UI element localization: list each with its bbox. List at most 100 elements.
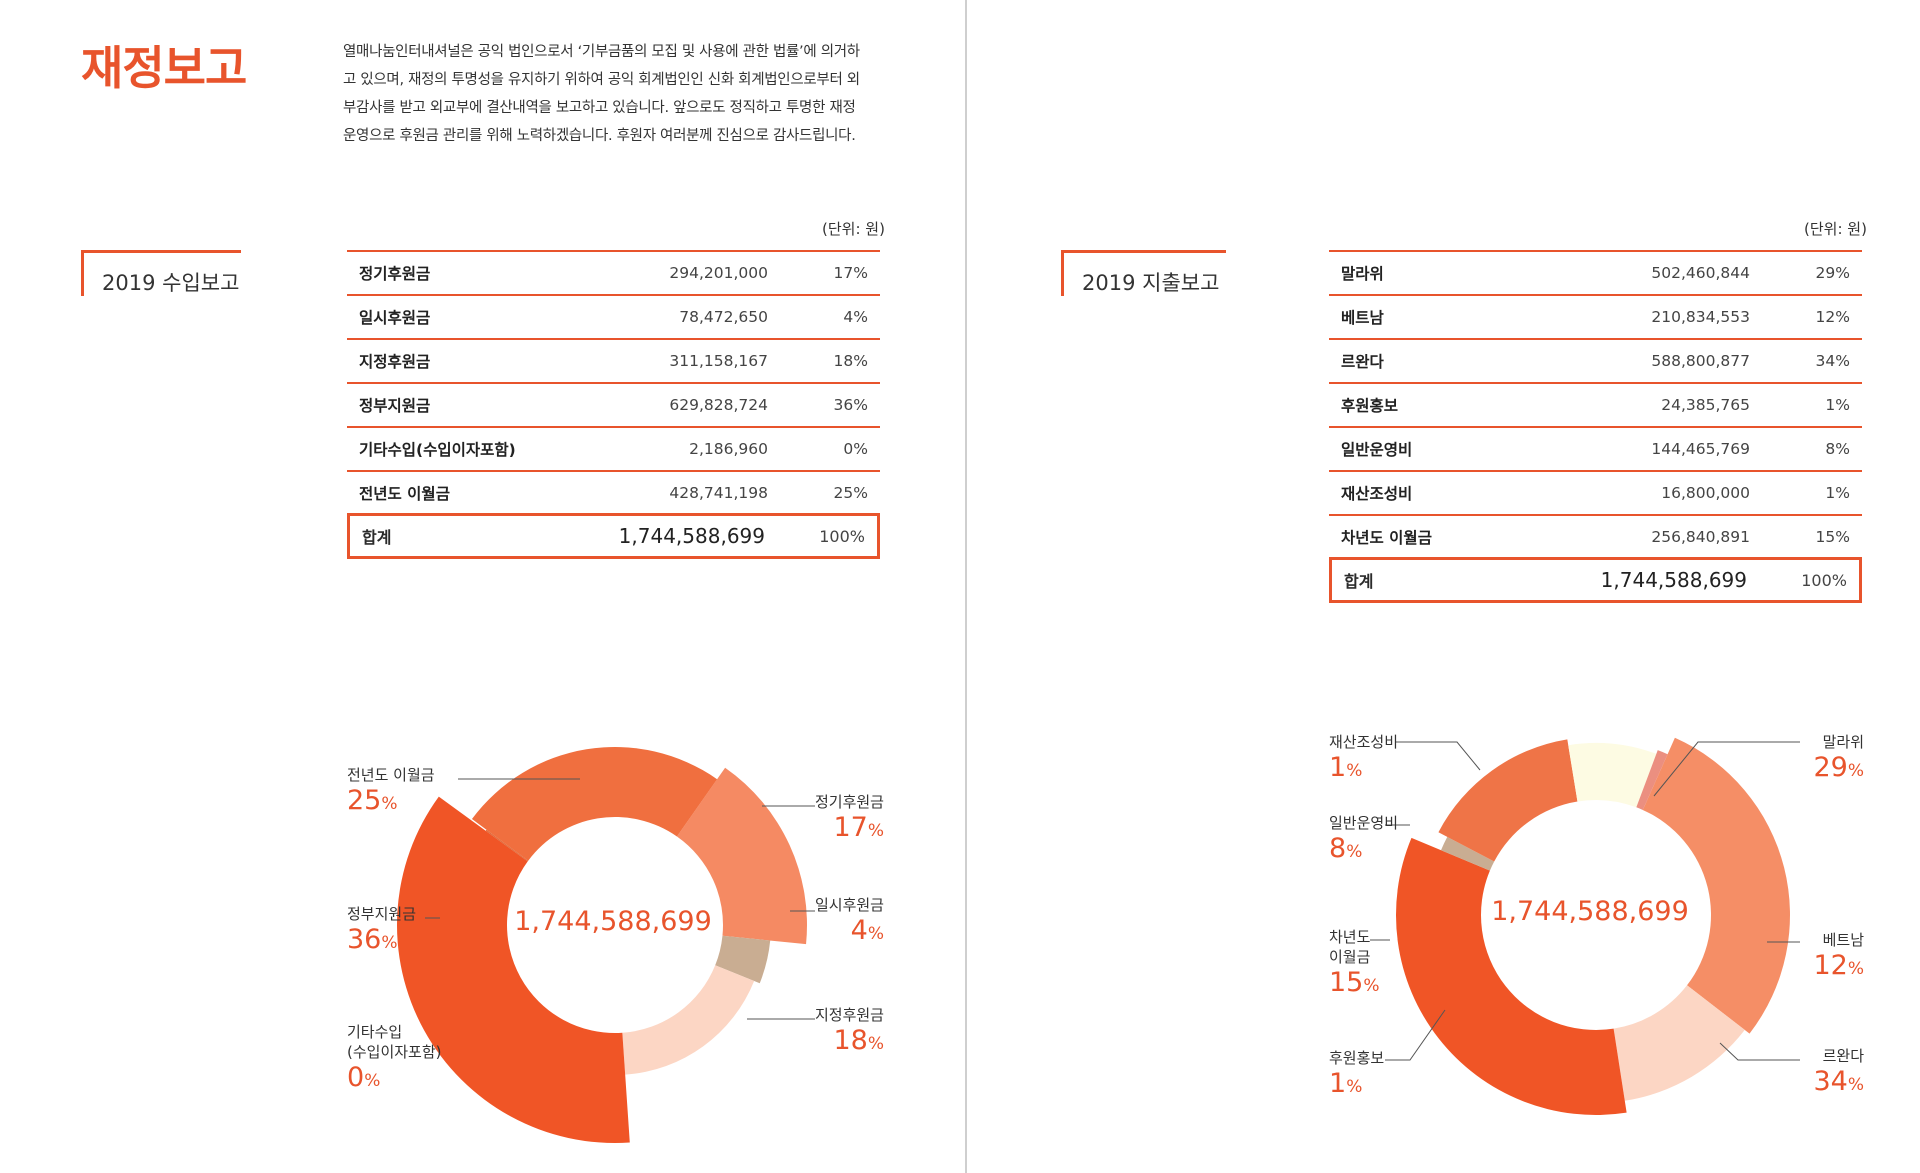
callout-leader-lines bbox=[425, 741, 1800, 1061]
income-table-row-amount: 2,186,960 bbox=[538, 427, 768, 472]
income-table-row-amount: 311,158,167 bbox=[538, 339, 768, 384]
callout-label: 차년도 이월금 bbox=[1329, 928, 1371, 966]
expense-table-row: 말라위 502,460,844 29% bbox=[1329, 250, 1862, 296]
income-table-row: 정부지원금 629,828,724 36% bbox=[347, 383, 880, 428]
expense-table-row-label: 후원홍보 bbox=[1329, 383, 1520, 428]
callout-label: 일시후원금 bbox=[814, 896, 884, 914]
expense-table-row-amount: 24,385,765 bbox=[1520, 383, 1750, 428]
expense-table-row-amount: 588,800,877 bbox=[1520, 339, 1750, 384]
expense-table-row-pct: 34% bbox=[1750, 339, 1862, 384]
expense-table-row: 후원홍보 24,385,765 1% bbox=[1329, 383, 1862, 428]
callout-percent: 17% bbox=[833, 812, 884, 843]
callout-percent: 8% bbox=[1329, 833, 1363, 864]
expense-total-pct: 100% bbox=[1801, 570, 1847, 590]
callout-income-gov: 정부지원금 36% bbox=[347, 904, 416, 959]
callout-label: 베트남 bbox=[1822, 931, 1864, 949]
donut-slice-6 bbox=[471, 747, 718, 861]
income-table-row-label: 정부지원금 bbox=[347, 383, 538, 428]
leader-line bbox=[1719, 1042, 1800, 1061]
callout-label: 재산조성비 bbox=[1329, 733, 1399, 751]
income-table-row: 지정후원금 311,158,167 18% bbox=[347, 339, 880, 384]
income-table-row-amount: 629,828,724 bbox=[538, 383, 768, 428]
income-total-row: 합계 1,744,588,699 100% bbox=[347, 513, 880, 559]
income-donut bbox=[397, 747, 807, 1143]
callout-expense-promo: 후원홍보 1% bbox=[1329, 1048, 1384, 1103]
expense-total-row: 합계 1,744,588,699 100% bbox=[1329, 557, 1862, 603]
callout-label: 말라위 bbox=[1822, 733, 1864, 751]
callout-expense-operation: 일반운영비 8% bbox=[1329, 813, 1398, 868]
income-table-row-label: 지정후원금 bbox=[347, 339, 538, 384]
income-table-row-pct: 4% bbox=[768, 295, 880, 340]
income-table-body: 정기후원금 294,201,000 17% 일시후원금 78,472,650 4% 지정후원… bbox=[347, 250, 880, 516]
leader-line bbox=[1385, 1009, 1446, 1061]
income-table-row-pct: 36% bbox=[768, 383, 880, 428]
callout-percent: 25% bbox=[347, 785, 398, 816]
expense-total-label: 합계 bbox=[1344, 572, 1374, 591]
income-section-title: 2019 수입보고 bbox=[81, 250, 241, 296]
callout-expense-malawi: 말라위 29% bbox=[1740, 732, 1864, 787]
callout-expense-vietnam: 베트남 12% bbox=[1740, 930, 1864, 985]
expense-table-row: 베트남 210,834,553 12% bbox=[1329, 295, 1862, 340]
expense-table-row-amount: 16,800,000 bbox=[1520, 471, 1750, 516]
expense-table: 말라위 502,460,844 29% 베트남 210,834,553 12% 르완다 588… bbox=[1329, 250, 1862, 560]
expense-table-body: 말라위 502,460,844 29% 베트남 210,834,553 12% 르완다 588… bbox=[1329, 250, 1862, 560]
callout-label: 정부지원금 bbox=[347, 905, 417, 923]
callout-label: 전년도 이월금 bbox=[347, 766, 435, 784]
income-table-row: 정기후원금 294,201,000 17% bbox=[347, 250, 880, 296]
income-table-row-pct: 17% bbox=[768, 250, 880, 296]
callout-income-designated: 지정후원금 18% bbox=[760, 1005, 884, 1060]
expense-section-title: 2019 지출보고 bbox=[1061, 250, 1226, 296]
income-table-row-amount: 428,741,198 bbox=[538, 471, 768, 516]
donut-slice-3 bbox=[1395, 837, 1627, 1115]
expense-table-row-label: 차년도 이월금 bbox=[1329, 515, 1520, 560]
callout-label: 후원홍보 bbox=[1329, 1049, 1385, 1067]
expense-table-row-amount: 502,460,844 bbox=[1520, 250, 1750, 296]
callout-percent: 0% bbox=[347, 1062, 381, 1093]
income-table-row: 일시후원금 78,472,650 4% bbox=[347, 295, 880, 340]
callout-percent: 29% bbox=[1813, 752, 1864, 783]
expense-table-row-label: 베트남 bbox=[1329, 295, 1520, 340]
callout-income-onetime: 일시후원금 4% bbox=[760, 895, 884, 950]
donut-slice-6 bbox=[1568, 743, 1657, 808]
donut-slice-4 bbox=[1441, 836, 1495, 871]
expense-table-row-amount: 144,465,769 bbox=[1520, 427, 1750, 472]
expense-total-amount: 1,744,588,699 bbox=[1600, 568, 1747, 592]
expense-table-row-pct: 8% bbox=[1750, 427, 1862, 472]
income-table-row-label: 전년도 이월금 bbox=[347, 471, 538, 516]
donut-slice-5 bbox=[1438, 739, 1578, 862]
income-table-row-pct: 0% bbox=[768, 427, 880, 472]
income-table-row-label: 기타수입(수입이자포함) bbox=[347, 427, 538, 472]
expense-unit: (단위: 원) bbox=[1804, 220, 1867, 238]
expense-table-row: 재산조성비 16,800,000 1% bbox=[1329, 471, 1862, 516]
callout-percent: 36% bbox=[347, 924, 398, 955]
intro-line: 부감사를 받고 외교부에 결산내역을 보고하고 있습니다. 앞으로도 정직하고 … bbox=[343, 100, 856, 116]
expense-table-row-pct: 12% bbox=[1750, 295, 1862, 340]
expense-table-row-amount: 210,834,553 bbox=[1520, 295, 1750, 340]
income-table-row-amount: 294,201,000 bbox=[538, 250, 768, 296]
callout-label: 일반운영비 bbox=[1329, 814, 1399, 832]
income-table-row-pct: 18% bbox=[768, 339, 880, 384]
callout-expense-rwanda: 르완다 34% bbox=[1740, 1046, 1864, 1101]
callout-percent: 4% bbox=[850, 915, 884, 946]
expense-table-row-pct: 1% bbox=[1750, 383, 1862, 428]
income-total-amount: 1,744,588,699 bbox=[618, 524, 765, 548]
income-total-label: 합계 bbox=[362, 528, 392, 547]
income-table: 정기후원금 294,201,000 17% 일시후원금 78,472,650 4% 지정후원… bbox=[347, 250, 880, 516]
donut-slice-4 bbox=[397, 796, 630, 1143]
income-table-row-label: 정기후원금 bbox=[347, 250, 538, 296]
callout-percent: 1% bbox=[1329, 752, 1363, 783]
expense-table-row-pct: 29% bbox=[1750, 250, 1862, 296]
callout-percent: 34% bbox=[1813, 1066, 1864, 1097]
income-table-row-amount: 78,472,650 bbox=[538, 295, 768, 340]
callout-percent: 15% bbox=[1329, 967, 1380, 998]
intro-line: 운영으로 후원금 관리를 위해 노력하겠습니다. 후원자 여러분께 진심으로 감… bbox=[343, 128, 856, 144]
callout-income-regular: 정기후원금 17% bbox=[760, 792, 884, 847]
callout-percent: 18% bbox=[833, 1025, 884, 1056]
callout-expense-nextyear: 차년도 이월금 15% bbox=[1329, 927, 1380, 1002]
intro-line: 열매나눔인터내셔널은 공익 법인으로서 ‘기부금품의 모집 및 사용에 관한 법… bbox=[343, 44, 860, 60]
callout-label: 기타수입 (수입이자포함) bbox=[347, 1023, 442, 1061]
expense-table-row-label: 르완다 bbox=[1329, 339, 1520, 384]
expense-table-row: 일반운영비 144,465,769 8% bbox=[1329, 427, 1862, 472]
expense-table-row-label: 일반운영비 bbox=[1329, 427, 1520, 472]
